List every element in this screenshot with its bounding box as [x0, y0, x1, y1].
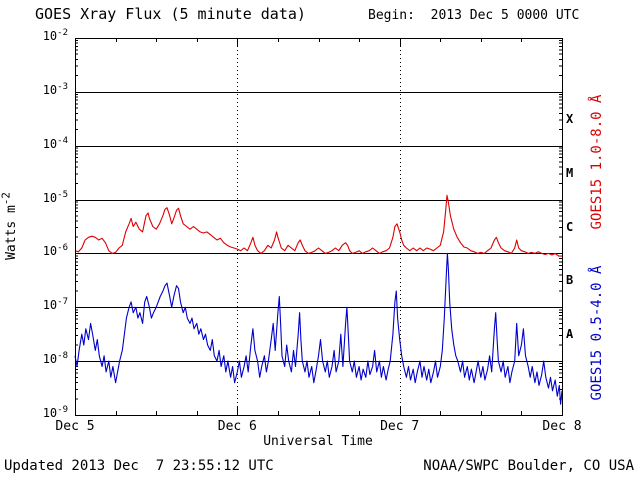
- flare-class-X: X: [566, 111, 574, 126]
- x-tick-label: Dec 8: [542, 419, 582, 434]
- data-source-credit: NOAA/SWPC Boulder, CO USA: [423, 458, 634, 474]
- y-axis-label-base: Watts m: [4, 205, 19, 260]
- series-label-long-channel: GOES15 1.0-8.0 Å: [589, 94, 605, 230]
- y-tick-label: 10-3: [42, 81, 68, 97]
- x-tick-label: Dec 6: [217, 419, 257, 434]
- x-tick-label: Dec 5: [55, 419, 95, 434]
- y-tick-label: 10-7: [42, 297, 68, 313]
- flare-class-B: B: [566, 273, 574, 288]
- begin-timestamp: Begin: 2013 Dec 5 0000 UTC: [368, 8, 580, 23]
- flux-line-short: [74, 252, 563, 405]
- flare-class-C: C: [566, 219, 574, 234]
- series-label-short-channel: GOES15 0.5-4.0 Å: [589, 265, 605, 401]
- y-tick-label: 10-6: [42, 243, 68, 259]
- x-axis-label: Universal Time: [263, 434, 373, 449]
- y-tick-label: 10-9: [42, 405, 68, 420]
- y-axis-label-exponent: -2: [0, 192, 13, 206]
- flux-line-long: [74, 194, 562, 257]
- flare-class-A: A: [566, 327, 574, 342]
- updated-timestamp: Updated 2013 Dec 7 23:55:12 UTC: [4, 458, 274, 474]
- plot-frame: [75, 38, 563, 416]
- flare-class-M: M: [566, 165, 574, 180]
- x-tick-label: Dec 7: [380, 419, 420, 434]
- y-tick-label: 10-4: [42, 135, 68, 151]
- y-tick-label: 10-8: [42, 351, 68, 367]
- y-axis-label: Watts m-2: [0, 166, 20, 286]
- chart-title: GOES Xray Flux (5 minute data): [35, 5, 306, 23]
- y-tick-label: 10-5: [42, 189, 68, 205]
- y-tick-label: 10-2: [42, 28, 68, 43]
